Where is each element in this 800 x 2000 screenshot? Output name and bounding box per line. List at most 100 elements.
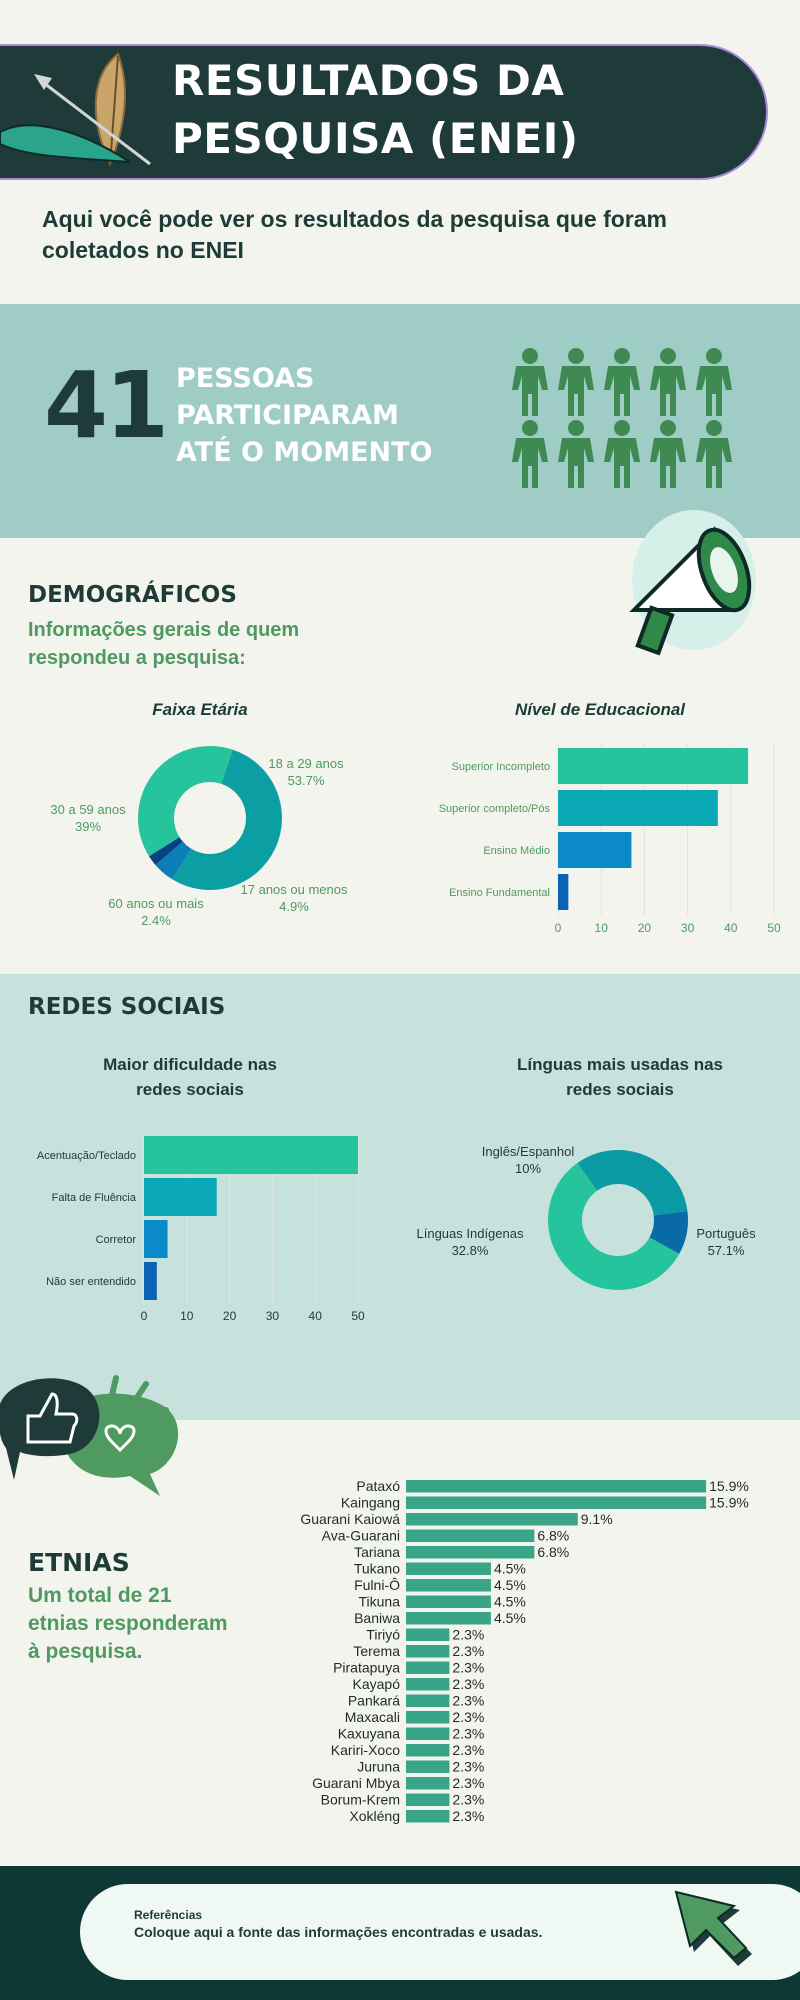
megaphone-icon [629,510,756,656]
education-tick-label: 20 [638,921,652,935]
ethnicity-label: Kaingang [341,1495,400,1511]
ethnicity-bar [406,1727,450,1740]
ethnicity-label: Baniwa [354,1610,400,1626]
ethnicity-label: Tiriyó [366,1627,400,1643]
demographics-subtitle-line-1: Informações gerais de quem [28,619,300,641]
ethnicity-bar [406,1529,535,1542]
education-chart-title: Nível de Educacional [514,700,686,719]
age-chart-title: Faixa Etária [152,700,248,719]
ethnicity-value-label: 2.3% [452,1726,484,1742]
ethnicity-bar [406,1694,450,1707]
participants-line-3: ATÉ O MOMENTO [176,437,433,468]
age-slice [155,841,192,880]
languages-slice [649,1211,688,1254]
ethnicity-bar [406,1678,450,1691]
ethnicity-bar [406,1595,491,1608]
languages-slice-label: Português [696,1226,756,1241]
ethnicity-bar [406,1777,450,1790]
ethnicities-subtitle-line-1: Um total de 21 [28,1584,172,1607]
age-slice-label: 60 anos ou mais [108,896,204,911]
title-line-1: RESULTADOS DA [172,56,565,105]
education-category-label: Ensino Fundamental [449,887,550,899]
ethnicity-bar [406,1760,450,1773]
demographics-subtitle: Informações gerais de quem respondeu a p… [28,616,388,672]
ethnicity-label: Juruna [357,1759,400,1775]
person-icon [696,348,732,416]
difficulty-category-label: Falta de Fluência [52,1192,137,1204]
ethnicity-bar [406,1513,578,1526]
cursor-arrow-icon [674,1890,752,1966]
page-title: RESULTADOS DA PESQUISA (ENEI) [172,52,732,168]
ethnicity-label: Maxacali [345,1709,400,1725]
ethnicity-label: Kayapó [353,1676,401,1692]
title-line-2: PESQUISA (ENEI) [172,114,579,163]
age-slice-value: 53.7% [288,773,325,788]
person-icon [604,420,640,488]
ethnicities-title: ETNIAS [28,1548,130,1577]
ethnicity-label: Fulni-Ô [354,1577,400,1593]
age-slice-label: 18 a 29 anos [268,756,344,771]
age-donut-chart: 18 a 29 anos 53.7% 17 anos ou menos 4.9% 60 … [50,746,348,928]
person-icon [558,420,594,488]
references-text: Coloque aqui a fonte das informações enc… [134,1924,543,1940]
languages-title-line-2: redes sociais [566,1080,674,1099]
languages-chart-title: Línguas mais usadas nas redes sociais [470,1052,770,1102]
demographics-title: DEMOGRÁFICOS [28,582,237,608]
social-title: REDES SOCIAIS [28,994,226,1020]
ethnicity-value-label: 4.5% [494,1610,526,1626]
ethnicity-label: Kariri-Xoco [331,1742,400,1758]
ethnicity-value-label: 15.9% [709,1478,749,1494]
participants-label: PESSOAS PARTICIPARAM ATÉ O MOMENTO [176,360,476,471]
age-slice-label: 30 a 59 anos [50,802,126,817]
person-icon [696,420,732,488]
difficulty-tick-label: 50 [351,1309,365,1323]
languages-slice-value: 57.1% [708,1243,745,1258]
person-icon [512,348,548,416]
ethnicity-value-label: 4.5% [494,1577,526,1593]
ethnicity-bar [406,1628,450,1641]
ethnicity-value-label: 2.3% [452,1643,484,1659]
ethnicity-label: Tukano [354,1561,400,1577]
ethnicities-subtitle-line-2: etnias responderam [28,1612,228,1635]
education-bar [558,832,632,868]
references-title: Referências [134,1908,203,1922]
difficulty-tick-label: 20 [223,1309,237,1323]
age-slice-value: 2.4% [141,913,171,928]
education-tick-label: 40 [724,921,738,935]
difficulty-category-label: Acentuação/Teclado [37,1150,136,1162]
ethnicity-bar [406,1810,450,1823]
difficulty-title-line-2: redes sociais [136,1080,244,1099]
languages-slice-label: Línguas Indígenas [417,1226,524,1241]
ethnicity-value-label: 2.3% [452,1709,484,1725]
education-tick-label: 0 [555,921,562,935]
ethnicity-bar [406,1793,450,1806]
people-icon-grid [512,348,732,488]
ethnicity-label: Guarani Mbya [312,1775,400,1791]
difficulty-chart-title: Maior dificuldade nas redes sociais [60,1052,320,1102]
age-slice-label: 17 anos ou menos [241,882,348,897]
ethnicity-bar [406,1562,491,1575]
person-icon [604,348,640,416]
difficulty-bar [144,1220,168,1258]
ethnicity-value-label: 6.8% [537,1544,569,1560]
education-bar [558,874,569,910]
ethnicity-bar [406,1711,450,1724]
ethnicity-label: Piratapuya [333,1660,400,1676]
age-slice-value: 39% [75,819,101,834]
participants-line-1: PESSOAS [176,363,315,394]
languages-slice-value: 10% [515,1161,541,1176]
languages-slice-value: 32.8% [452,1243,489,1258]
ethnicity-value-label: 6.8% [537,1528,569,1544]
ethnicity-label: Kaxuyana [338,1726,400,1742]
ethnicity-value-label: 2.3% [452,1676,484,1692]
age-slice [172,749,282,890]
languages-slice [548,1162,680,1290]
difficulty-title-line-1: Maior dificuldade nas [103,1055,277,1074]
person-icon [650,348,686,416]
difficulty-bar-chart: 0 10 20 30 40 50 Acentuação/Teclado Falta de Fl… [37,1132,365,1323]
ethnicity-bar [406,1612,491,1625]
ethnicity-bar [406,1645,450,1658]
education-tick-label: 10 [595,921,609,935]
age-slice-value: 4.9% [279,899,309,914]
ethnicity-label: Xokléng [349,1808,400,1824]
